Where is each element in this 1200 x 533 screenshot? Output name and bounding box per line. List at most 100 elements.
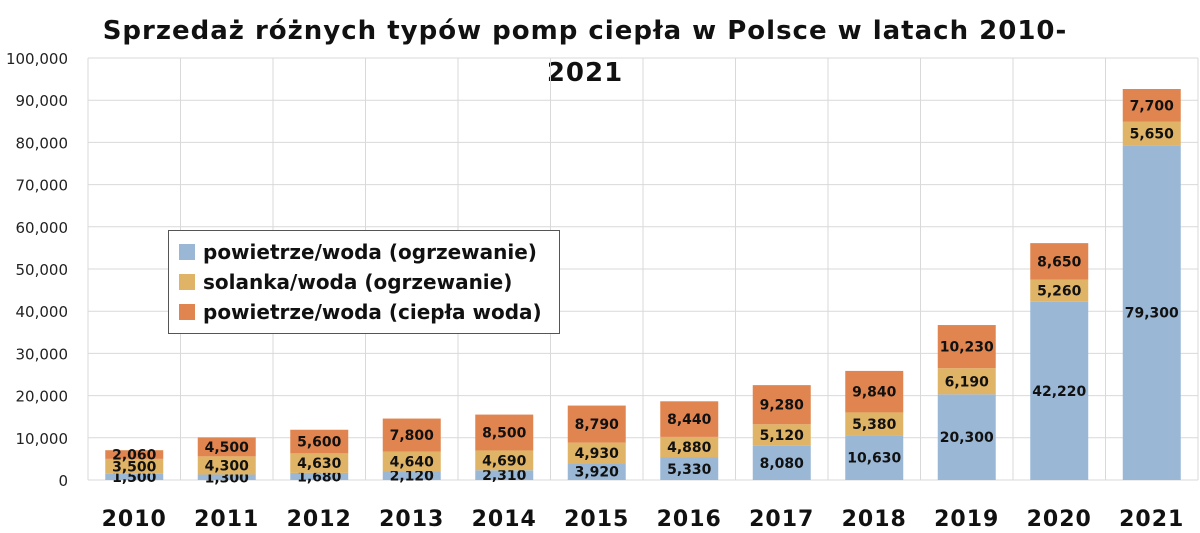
data-label-2021-series-2: 7,700 [1130, 98, 1175, 114]
data-label-2018-series-0: 10,630 [847, 451, 901, 467]
bar-2015-series-1 [567, 442, 626, 464]
bar-2013-series-2 [382, 418, 441, 452]
data-label-2019-series-2: 10,230 [940, 340, 994, 356]
bar-2016-series-2 [660, 401, 719, 437]
bar-2021-series-1 [1122, 121, 1181, 146]
y-tick-label-5: 50,000 [16, 261, 69, 279]
y-tick-label-1: 10,000 [16, 430, 69, 448]
data-label-2014-series-1: 4,690 [482, 453, 527, 469]
y-tick-label-9: 90,000 [16, 92, 69, 110]
data-label-2016-series-1: 4,880 [667, 440, 712, 456]
data-label-2021-series-0: 79,300 [1125, 306, 1179, 322]
bar-2019-series-0 [937, 394, 996, 480]
bar-2010-series-0 [105, 473, 164, 480]
x-tick-label-2017: 2017 [749, 507, 814, 532]
bar-2014-series-1 [475, 450, 534, 471]
data-label-2012-series-0: 1,680 [297, 469, 342, 485]
bar-2012-series-1 [290, 453, 349, 473]
bar-2013-series-1 [382, 451, 441, 472]
bar-2012-series-0 [290, 472, 349, 480]
data-label-2011-series-1: 4,300 [205, 458, 250, 474]
chart-title: Sprzedaż różnych typów pomp ciepła w Pol… [102, 16, 1068, 88]
bar-2018-series-0 [845, 435, 904, 480]
data-label-2017-series-1: 5,120 [760, 428, 805, 444]
x-tick-label-2019: 2019 [934, 507, 999, 532]
data-label-2013-series-0: 2,120 [390, 469, 435, 485]
data-label-2014-series-2: 8,500 [482, 426, 527, 442]
bar-2018-series-1 [845, 412, 904, 436]
data-label-2017-series-2: 9,280 [760, 398, 805, 414]
legend-swatch-series-1 [179, 274, 195, 290]
x-tick-label-2014: 2014 [472, 507, 537, 532]
legend-label-series-0: powietrze/woda (ogrzewanie) [203, 240, 537, 264]
bar-2015-series-0 [567, 463, 626, 480]
data-label-2015-series-0: 3,920 [575, 465, 620, 481]
legend-label-series-1: solanka/woda (ogrzewanie) [203, 270, 513, 294]
legend-item-series-2: powietrze/woda (ciepła woda) [179, 297, 551, 327]
bar-2015-series-2 [567, 405, 626, 443]
data-label-2010-series-0: 1,500 [112, 470, 157, 486]
bar-2016-series-1 [660, 436, 719, 458]
y-tick-label-7: 70,000 [16, 177, 69, 195]
bar-2020-series-2 [1030, 243, 1089, 280]
legend: powietrze/woda (ogrzewanie) solanka/woda… [168, 230, 560, 334]
data-label-2019-series-1: 6,190 [945, 374, 990, 390]
data-label-2011-series-2: 4,500 [205, 440, 250, 456]
x-tick-label-2012: 2012 [287, 507, 352, 532]
bar-2010-series-1 [105, 458, 164, 474]
y-tick-label-8: 80,000 [16, 134, 69, 152]
legend-swatch-series-2 [179, 304, 195, 320]
bar-2017-series-0 [752, 445, 811, 480]
legend-item-series-0: powietrze/woda (ogrzewanie) [179, 237, 551, 267]
y-tick-label-10: 100,000 [6, 50, 68, 68]
data-label-2020-series-0: 42,220 [1032, 384, 1086, 400]
x-tick-label-2021: 2021 [1119, 507, 1184, 532]
data-label-2020-series-1: 5,260 [1037, 284, 1082, 300]
data-label-2018-series-2: 9,840 [852, 385, 897, 401]
data-label-2013-series-2: 7,800 [390, 428, 435, 444]
bar-2020-series-1 [1030, 279, 1089, 302]
data-label-2010-series-1: 3,500 [112, 459, 157, 475]
bar-2011-series-0 [197, 474, 256, 480]
bar-2014-series-2 [475, 414, 534, 451]
x-tick-label-2018: 2018 [842, 507, 907, 532]
bar-2011-series-2 [197, 437, 256, 457]
bar-2020-series-0 [1030, 301, 1089, 480]
bar-2016-series-0 [660, 457, 719, 480]
bar-2010-series-2 [105, 450, 164, 459]
bar-2013-series-0 [382, 471, 441, 480]
bar-2011-series-1 [197, 456, 256, 475]
bar-2017-series-2 [752, 385, 811, 425]
bar-2014-series-0 [475, 470, 534, 480]
data-label-2016-series-2: 8,440 [667, 412, 712, 428]
data-label-2020-series-2: 8,650 [1037, 254, 1082, 270]
data-label-2021-series-1: 5,650 [1130, 126, 1175, 142]
data-label-2015-series-2: 8,790 [575, 417, 620, 433]
bar-2019-series-1 [937, 368, 996, 395]
bar-2018-series-2 [845, 370, 904, 413]
y-tick-label-0: 0 [58, 472, 68, 490]
bar-2021-series-0 [1122, 145, 1181, 480]
legend-swatch-series-0 [179, 244, 195, 260]
data-label-2014-series-0: 2,310 [482, 468, 527, 484]
data-label-2012-series-1: 4,630 [297, 456, 342, 472]
bar-2017-series-1 [752, 424, 811, 446]
data-label-2010-series-2: 2,060 [112, 448, 157, 464]
data-label-2018-series-1: 5,380 [852, 417, 897, 433]
bar-2012-series-2 [290, 429, 349, 454]
x-tick-label-2020: 2020 [1027, 507, 1092, 532]
bars: 1,5003,5002,0601,3004,3004,5001,6804,630… [105, 89, 1181, 486]
y-tick-label-6: 60,000 [16, 219, 69, 237]
data-label-2017-series-0: 8,080 [760, 456, 805, 472]
data-label-2015-series-1: 4,930 [575, 446, 620, 462]
legend-item-series-1: solanka/woda (ogrzewanie) [179, 267, 551, 297]
data-label-2019-series-0: 20,300 [940, 430, 994, 446]
x-tick-label-2011: 2011 [194, 507, 259, 532]
y-tick-label-4: 40,000 [16, 303, 69, 321]
y-axis-tick-labels: 0 10,000 20,000 30,000 40,000 50,000 60,000 70,… [6, 50, 68, 490]
x-tick-label-2010: 2010 [102, 507, 167, 532]
grid-lines [87, 57, 1199, 481]
x-tick-label-2013: 2013 [379, 507, 444, 532]
data-label-2016-series-0: 5,330 [667, 462, 712, 478]
y-tick-label-2: 20,000 [16, 388, 69, 406]
